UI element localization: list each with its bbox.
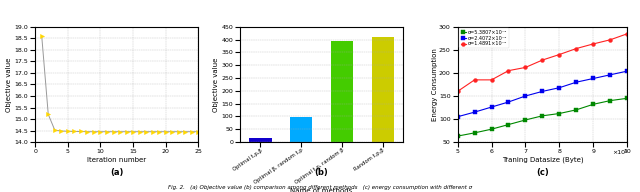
Y-axis label: Objective value: Objective value <box>212 57 218 112</box>
σ=5.3807×10⁻² <box>539 115 547 117</box>
σ=2.4072×10⁻² <box>454 116 461 118</box>
σ=5.3807×10⁻² <box>505 123 513 126</box>
σ=5.3807×10⁻² <box>556 112 563 115</box>
σ=2.4072×10⁻² <box>556 87 563 89</box>
Y-axis label: Objective value: Objective value <box>6 57 12 112</box>
Line: σ=2.4072×10⁻²: σ=2.4072×10⁻² <box>456 69 629 119</box>
σ=2.4072×10⁻² <box>589 77 597 80</box>
Bar <box>249 138 271 142</box>
σ=1.4891×10⁻² <box>539 59 547 61</box>
X-axis label: Iteration number: Iteration number <box>87 157 147 163</box>
σ=1.4891×10⁻² <box>505 70 513 72</box>
Text: (c): (c) <box>536 168 548 177</box>
Bar <box>331 41 353 142</box>
σ=5.3807×10⁻² <box>488 128 495 130</box>
σ=2.4072×10⁻² <box>607 74 614 76</box>
σ=2.4072×10⁻² <box>470 111 478 113</box>
Text: ×10⁵: ×10⁵ <box>612 150 627 155</box>
Legend: σ=5.3807×10⁻², σ=2.4072×10⁻², σ=1.4891×10⁻²: σ=5.3807×10⁻², σ=2.4072×10⁻², σ=1.4891×1… <box>459 28 509 48</box>
X-axis label: Traning Datasize (Byte): Traning Datasize (Byte) <box>502 157 583 163</box>
σ=2.4072×10⁻² <box>539 90 547 93</box>
σ=5.3807×10⁻² <box>607 99 614 102</box>
σ=2.4072×10⁻² <box>623 70 631 72</box>
σ=5.3807×10⁻² <box>470 132 478 134</box>
Y-axis label: Energy Consumption: Energy Consumption <box>431 48 438 121</box>
σ=1.4891×10⁻² <box>573 47 580 50</box>
σ=1.4891×10⁻² <box>607 39 614 41</box>
σ=1.4891×10⁻² <box>470 79 478 81</box>
σ=5.3807×10⁻² <box>454 135 461 137</box>
Bar <box>372 37 394 142</box>
Text: Fig. 2.   (a) Objective value (b) comparison among different methods   (c) energ: Fig. 2. (a) Objective value (b) comparis… <box>168 185 472 190</box>
σ=5.3807×10⁻² <box>589 103 597 105</box>
σ=2.4072×10⁻² <box>573 81 580 83</box>
Bar <box>290 117 312 142</box>
σ=5.3807×10⁻² <box>623 97 631 99</box>
σ=1.4891×10⁻² <box>589 43 597 45</box>
σ=1.4891×10⁻² <box>556 53 563 56</box>
σ=1.4891×10⁻² <box>488 79 495 81</box>
σ=1.4891×10⁻² <box>454 90 461 93</box>
Line: σ=5.3807×10⁻²: σ=5.3807×10⁻² <box>456 96 629 138</box>
σ=1.4891×10⁻² <box>522 66 529 69</box>
Text: (b): (b) <box>315 168 328 177</box>
X-axis label: Name of methods: Name of methods <box>291 188 353 192</box>
σ=5.3807×10⁻² <box>573 109 580 111</box>
Text: (a): (a) <box>110 168 124 177</box>
σ=5.3807×10⁻² <box>522 119 529 121</box>
σ=1.4891×10⁻² <box>623 33 631 35</box>
Line: σ=1.4891×10⁻²: σ=1.4891×10⁻² <box>456 32 629 93</box>
σ=2.4072×10⁻² <box>522 95 529 97</box>
σ=2.4072×10⁻² <box>488 106 495 108</box>
σ=2.4072×10⁻² <box>505 101 513 103</box>
